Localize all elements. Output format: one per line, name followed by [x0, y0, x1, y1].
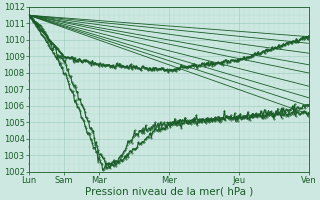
X-axis label: Pression niveau de la mer( hPa ): Pression niveau de la mer( hPa ) — [84, 187, 253, 197]
